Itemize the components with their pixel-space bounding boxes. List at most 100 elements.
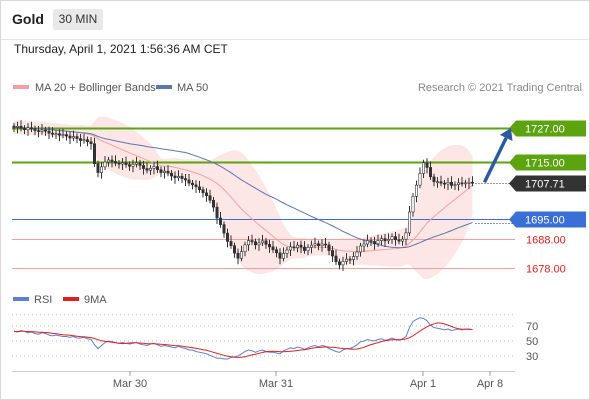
candle-body: [205, 192, 209, 197]
candle-body: [254, 241, 258, 246]
candle-body: [159, 169, 163, 173]
candle-body: [54, 133, 58, 136]
candle-body: [57, 133, 61, 136]
datetime-label: Thursday, April 1, 2021 1:56:36 AM CET: [14, 42, 228, 56]
candle-body: [453, 184, 457, 186]
rsi-ma-swatch: [63, 297, 79, 301]
ma50-swatch: [156, 85, 172, 89]
candle-body: [131, 163, 135, 167]
candle-body: [19, 125, 23, 129]
candle-body: [177, 175, 181, 179]
rsi-tick-label: 50: [526, 336, 538, 348]
candle-body: [414, 184, 418, 197]
candle-body: [446, 181, 450, 185]
resistance-label-box: [516, 154, 586, 171]
ma20-line: [13, 126, 473, 252]
candle-body: [470, 181, 474, 184]
candle-body: [281, 253, 285, 259]
candle-body: [407, 211, 411, 234]
candle-body: [330, 250, 334, 257]
candle-body: [439, 181, 443, 184]
candle-body: [260, 240, 264, 244]
candle-body: [299, 244, 303, 248]
support-label-pointer: [509, 211, 516, 228]
candle-body: [65, 134, 69, 137]
candle-body: [386, 239, 390, 242]
candle-body: [191, 182, 195, 186]
resistance-label-pointer: [509, 120, 516, 137]
candle-body: [393, 236, 397, 241]
current-price-label: 1707.71: [525, 179, 565, 191]
resistance-label: 1715.00: [525, 158, 565, 170]
candle-body: [323, 243, 327, 246]
current-price-box: [516, 175, 586, 192]
timeframe-button[interactable]: 30 MIN: [53, 9, 103, 30]
resistance-label: 1727.00: [525, 124, 565, 136]
candle-body: [418, 173, 422, 186]
candle-body: [29, 127, 33, 130]
candle-body: [358, 245, 362, 253]
candle-body: [26, 127, 30, 131]
rsi-line: [13, 317, 473, 360]
rsi-grid: 70 50 30: [12, 314, 538, 363]
candle-body: [274, 249, 278, 254]
candle-body: [180, 175, 184, 179]
candle-body: [467, 181, 471, 184]
current-price-pointer: [509, 175, 516, 192]
ma20-legend-label: MA 20 + Bollinger Bands: [35, 82, 156, 94]
candle-body: [355, 251, 359, 257]
candle-body: [421, 162, 425, 174]
candle-body: [306, 247, 310, 251]
candle-body: [362, 243, 366, 247]
rsi-panel: [13, 317, 473, 360]
candle-body: [163, 170, 167, 173]
candle-body: [142, 165, 146, 169]
rsi-legend-label: RSI: [34, 294, 52, 306]
candle-body: [173, 175, 177, 179]
candle-body: [428, 167, 432, 178]
candle-body: [89, 141, 93, 145]
candle-body: [194, 184, 198, 188]
candle-body: [82, 139, 86, 142]
candle-body: [187, 179, 191, 184]
x-tick-label: Mar 30: [113, 378, 147, 390]
candle-body: [121, 162, 125, 165]
candle-body: [425, 162, 429, 168]
ma50-legend-label: MA 50: [177, 82, 208, 94]
candle-body: [212, 199, 216, 208]
candle-body: [233, 245, 237, 254]
candle-body: [313, 243, 317, 246]
candle-body: [215, 206, 219, 219]
candle-body: [93, 143, 97, 165]
support-label: 1688.00: [526, 235, 566, 247]
candle-body: [145, 168, 149, 171]
resistance-label-box: [516, 120, 586, 137]
candle-body: [365, 240, 369, 245]
candle-body: [320, 243, 324, 247]
candle-body: [334, 255, 338, 263]
header-bar: Gold 30 MIN: [1, 1, 589, 40]
candle-body: [257, 242, 261, 246]
candle-body: [379, 238, 383, 241]
candle-body: [135, 162, 139, 165]
candle-body: [240, 251, 244, 259]
candle-body: [50, 132, 54, 135]
candle-body: [33, 128, 37, 131]
candle-body: [124, 162, 128, 165]
candle-body: [128, 164, 132, 167]
candle-body: [156, 166, 160, 171]
candle-body: [110, 159, 114, 162]
credit-label: Research © 2021 Trading Central: [418, 82, 582, 94]
ma20-swatch: [13, 85, 29, 89]
candle-body: [271, 246, 275, 251]
candle-body: [390, 236, 394, 240]
target-arrow-head: [499, 128, 513, 141]
candle-body: [292, 246, 296, 249]
legend: MA 20 + Bollinger Bands MA 50 Research © 2…: [13, 82, 582, 306]
candle-body: [267, 243, 271, 248]
candle-body: [285, 249, 289, 254]
candle-body: [460, 182, 464, 185]
candle-body: [397, 239, 401, 242]
resistance-label-pointer: [509, 154, 516, 171]
candle-body: [351, 256, 355, 260]
